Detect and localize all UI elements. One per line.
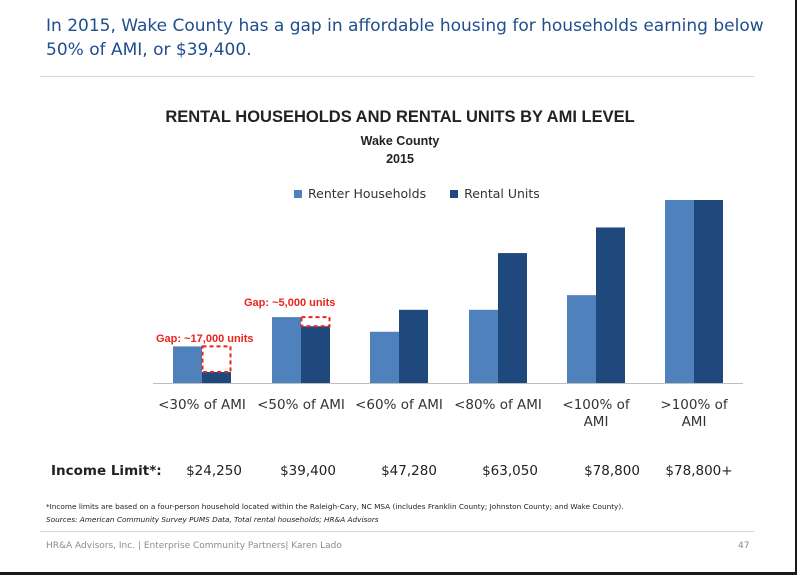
footnote-income: *Income limits are based on a four-perso… xyxy=(46,502,624,511)
legend-swatch-renter-households xyxy=(294,189,302,198)
x-tick-label: <80% of AMI xyxy=(454,397,542,413)
footer-credits: HR&A Advisors, Inc. | Enterprise Communi… xyxy=(46,541,342,551)
legend-item-renter-households: Renter Households xyxy=(294,186,426,201)
income-limit-value: $24,250 xyxy=(186,463,242,479)
gap-indicator-box xyxy=(300,316,331,328)
chart-subtitle-year: 2015 xyxy=(386,152,414,166)
gap-annotation-label: Gap: ~5,000 units xyxy=(244,297,335,309)
chart-subtitle-region: Wake County xyxy=(360,134,440,148)
x-tick-label: <60% of AMI xyxy=(355,397,443,413)
slide-edge-bottom xyxy=(0,572,797,575)
page-number: 47 xyxy=(738,541,750,551)
footnote-sources: Sources: American Community Survey PUMS … xyxy=(46,515,379,524)
bar-rental-units xyxy=(202,372,231,383)
income-limit-value: $63,050 xyxy=(482,463,538,479)
x-tick-label: >100% of xyxy=(660,397,728,413)
bar-renter-households xyxy=(173,346,202,383)
bar-renter-households xyxy=(469,309,498,383)
legend-swatch-rental-units xyxy=(450,189,459,198)
header-divider xyxy=(40,76,754,77)
bar-renter-households xyxy=(272,317,301,383)
gap-indicator-box xyxy=(201,345,232,374)
income-limit-value: $78,800 xyxy=(584,463,640,479)
legend-label-rental-units: Rental Units xyxy=(464,186,540,201)
chart-legend: Renter Households Rental Units xyxy=(294,186,540,201)
legend-label-renter-households: Renter Households xyxy=(308,186,427,201)
income-limit-label: Income Limit*: xyxy=(51,463,162,479)
gap-annotation-label: Gap: ~17,000 units xyxy=(156,333,254,345)
bar-renter-households xyxy=(370,331,399,383)
x-tick-label: <50% of AMI xyxy=(257,397,345,413)
x-tick-label: AMI xyxy=(584,414,609,430)
footnote: *Income limits are based on a four-perso… xyxy=(46,500,766,526)
x-tick-label: <100% of xyxy=(562,397,630,413)
bar-renter-households xyxy=(665,200,694,383)
x-tick-label: <30% of AMI xyxy=(158,397,246,413)
income-limit-value: $39,400 xyxy=(280,463,336,479)
income-limit-row: Income Limit*: $24,250 $39,400 $47,280 $… xyxy=(0,463,794,483)
bar-rental-units xyxy=(596,227,625,383)
slide-headline: In 2015, Wake County has a gap in afford… xyxy=(46,16,764,60)
bar-rental-units xyxy=(301,326,330,383)
footer-divider xyxy=(40,531,754,532)
bar-rental-units xyxy=(694,200,723,383)
slide-edge-right xyxy=(795,0,797,572)
income-limit-value: $47,280 xyxy=(381,463,437,479)
chart-title: RENTAL HOUSEHOLDS AND RENTAL UNITS BY AM… xyxy=(165,108,635,126)
bar-rental-units xyxy=(399,309,428,383)
bar-rental-units xyxy=(498,253,527,383)
income-limit-value: $78,800+ xyxy=(665,463,733,479)
bar-chart: <30% of AMI <50% of AMI <60% of AMI <80% of… xyxy=(153,200,743,430)
bar-renter-households xyxy=(567,295,596,383)
slide: In 2015, Wake County has a gap in afford… xyxy=(0,16,794,551)
x-tick-label: AMI xyxy=(682,414,707,430)
legend-item-rental-units: Rental Units xyxy=(450,186,540,201)
